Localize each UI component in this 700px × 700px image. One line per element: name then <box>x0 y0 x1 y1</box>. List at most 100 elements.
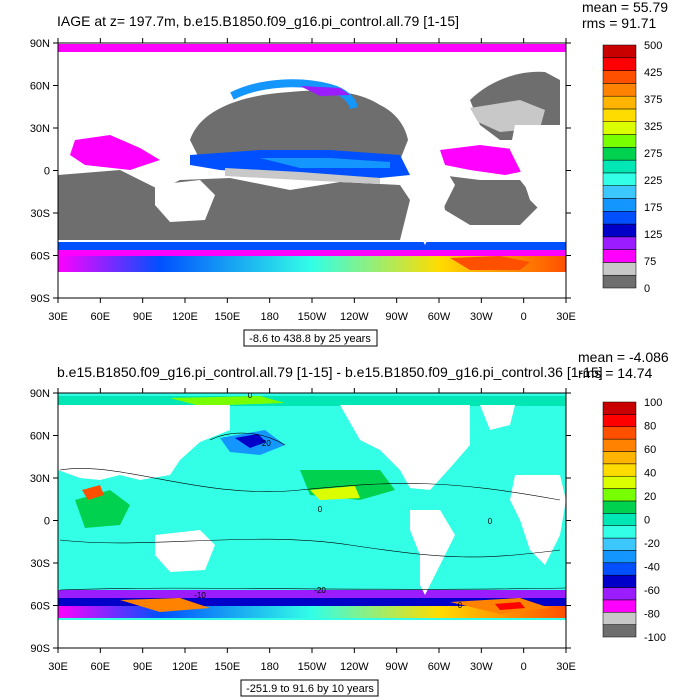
colorbar-swatch <box>602 574 637 588</box>
north-america-continent <box>340 52 470 140</box>
colorbar-label: 125 <box>644 229 662 241</box>
south-atlantic-ocean <box>440 175 540 225</box>
top-lat-ticks: 90N 60N 30N 0 30S 60S 90S <box>30 38 571 305</box>
africa-continent <box>510 475 566 565</box>
bottom-panel-title: b.e15.B1850.f09_g16.pi_control.all.79 [1… <box>57 364 603 380</box>
top-panel-title: IAGE at z= 197.7m, b.e15.B1850.f09_g16.p… <box>57 13 459 29</box>
colorbar-label: 500 <box>644 40 662 52</box>
lon-tick-label: 120W <box>340 311 369 323</box>
lat-tick-label: 90S <box>30 643 50 655</box>
colorbar-label: 425 <box>644 67 662 79</box>
lon-tick-label: 60W <box>428 661 451 673</box>
africa-continent <box>510 125 566 215</box>
colorbar-swatch <box>602 57 637 71</box>
contour-label: 0 <box>458 601 463 610</box>
colorbar-swatch <box>602 274 637 289</box>
bottom-rms-stat: rms = 14.74 <box>578 365 653 381</box>
top-range-box: -8.6 to 438.8 by 25 years <box>243 329 378 347</box>
antarctica-continent <box>58 620 566 648</box>
kuroshio-core <box>235 434 266 448</box>
lon-tick-label: 120E <box>172 661 198 673</box>
colorbar-label: 100 <box>644 397 662 409</box>
colorbar-swatch <box>602 83 637 97</box>
bottom-panel: b.e15.B1850.f09_g16.pi_control.all.79 [1… <box>30 349 669 697</box>
contour-line <box>59 468 561 501</box>
contour-line <box>59 587 566 591</box>
lat-tick-label: 60N <box>30 431 50 443</box>
lat-tick-label: 0 <box>44 166 50 178</box>
southern-ocean-red-spots <box>495 602 525 610</box>
southern-ocean-blue-band <box>58 598 566 606</box>
lat-tick-label: 90N <box>30 388 50 400</box>
bottom-range-box: -251.9 to 91.6 by 10 years <box>240 679 379 697</box>
lon-tick-label: 180 <box>260 661 278 673</box>
colorbar-label: 0 <box>644 283 650 295</box>
colorbar-swatch <box>602 438 637 452</box>
tropical-atlantic-band <box>440 145 530 175</box>
lon-tick-label: 30E <box>48 661 68 673</box>
colorbar-swatch <box>602 236 637 250</box>
lon-tick-label: 120E <box>172 311 198 323</box>
south-indian-pacific-ocean <box>58 170 410 240</box>
top-range-note: -8.6 to 438.8 by 25 years <box>249 333 371 345</box>
colorbar-swatch <box>602 401 637 415</box>
contour-labels: 0 -20 0 0 -20 -10 0 <box>194 391 493 610</box>
top-range-box-frame <box>243 329 378 347</box>
colorbar-label: 275 <box>644 148 662 160</box>
bottom-map-field: 0 -20 0 0 -20 -10 0 <box>58 391 566 648</box>
colorbar-swatch <box>602 249 637 263</box>
greenland-continent <box>480 55 515 80</box>
colorbar-swatch <box>602 223 637 238</box>
contour-label: -20 <box>259 439 271 448</box>
lat-tick-label: 90N <box>30 38 50 50</box>
colorbar-swatch <box>602 624 637 638</box>
pacific-light-gray-strip <box>225 168 380 184</box>
north-america-continent <box>340 405 470 490</box>
lon-tick-label: 180 <box>260 311 278 323</box>
colorbar-swatch <box>602 463 637 477</box>
bottom-mean-stat: mean = -4.086 <box>578 349 669 365</box>
antarctica-continent <box>58 272 566 298</box>
lon-tick-label: 90E <box>133 311 153 323</box>
north-pacific-ocean <box>190 90 408 162</box>
bottom-range-note: -251.9 to 91.6 by 10 years <box>246 683 374 695</box>
lon-tick-label: 90W <box>385 661 408 673</box>
colorbar-swatch <box>602 108 637 122</box>
lon-tick-label: 90W <box>385 311 408 323</box>
lat-tick-label: 0 <box>44 516 50 528</box>
colorbar-swatch <box>602 159 637 174</box>
bottom-colorbar: 100 80 60 40 20 0 -20 -40 -60 -80 -100 <box>602 397 666 644</box>
colorbar-swatch <box>602 550 637 564</box>
colorbar-swatch <box>602 134 637 148</box>
top-lon-ticks: 30E 60E 90E 120E 150E 180 150W 120W 90W 60W 30W 0 30… <box>48 38 576 323</box>
greenland-continent <box>480 405 515 430</box>
colorbar-label: 60 <box>644 444 656 456</box>
lon-tick-label: 30W <box>470 661 493 673</box>
lat-tick-label: 30N <box>30 473 50 485</box>
contour-line <box>59 538 561 558</box>
lat-tick-label: 30S <box>30 558 50 570</box>
lon-tick-label: 60E <box>91 311 111 323</box>
contour-label: -20 <box>314 586 326 595</box>
contour-label: 0 <box>248 391 253 400</box>
lon-tick-label: 120W <box>340 661 369 673</box>
top-mean-stat: mean = 55.79 <box>582 0 668 15</box>
east-pacific-yellow-patch <box>310 486 360 500</box>
lon-tick-label: 0 <box>521 661 527 673</box>
colorbar-swatch <box>602 475 637 489</box>
colorbar-label: 75 <box>644 256 656 268</box>
colorbar-swatch <box>602 562 637 576</box>
lon-tick-label: 60E <box>91 661 111 673</box>
colorbar-swatch <box>602 612 637 625</box>
colorbar-label: 40 <box>644 468 656 480</box>
lon-tick-label: 0 <box>521 311 527 323</box>
colorbar-swatch <box>602 172 637 186</box>
arctic-band <box>58 396 566 406</box>
arctic-ocean-band <box>58 44 566 52</box>
top-colorbar: 500 425 375 325 275 225 175 125 75 0 <box>602 40 662 295</box>
contour-line <box>209 432 286 446</box>
indian-hotspot <box>82 485 104 500</box>
lon-tick-label: 30E <box>48 311 68 323</box>
lon-tick-label: 150W <box>298 661 327 673</box>
bering-purple-band <box>300 86 350 96</box>
